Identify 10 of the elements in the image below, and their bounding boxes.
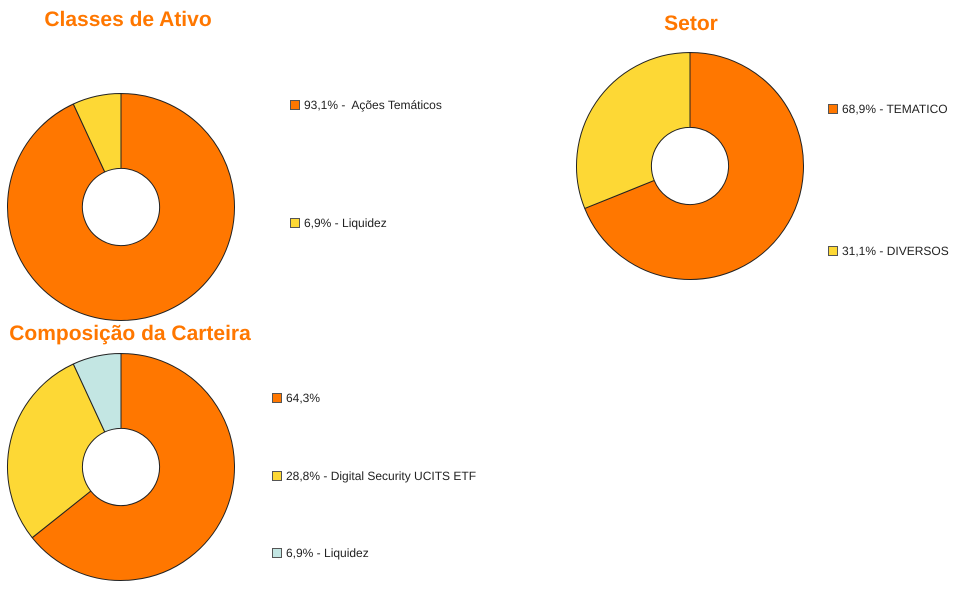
legend-label: 93,1% - Ações Temáticos (304, 98, 442, 112)
legend-label: 28,8% - Digital Security UCITS ETF (286, 469, 476, 483)
legend-label: 31,1% - DIVERSOS (842, 244, 949, 258)
legend-label: 6,9% - Liquidez (304, 216, 387, 230)
chart-title: Setor (664, 12, 718, 36)
legend-label: 6,9% - Liquidez (286, 546, 369, 560)
chart-title: Composição da Carteira (9, 322, 251, 346)
legend-label: 64,3% (286, 391, 320, 405)
legend-label: 68,9% - TEMATICO (842, 102, 948, 116)
chart-title: Classes de Ativo (44, 8, 212, 32)
